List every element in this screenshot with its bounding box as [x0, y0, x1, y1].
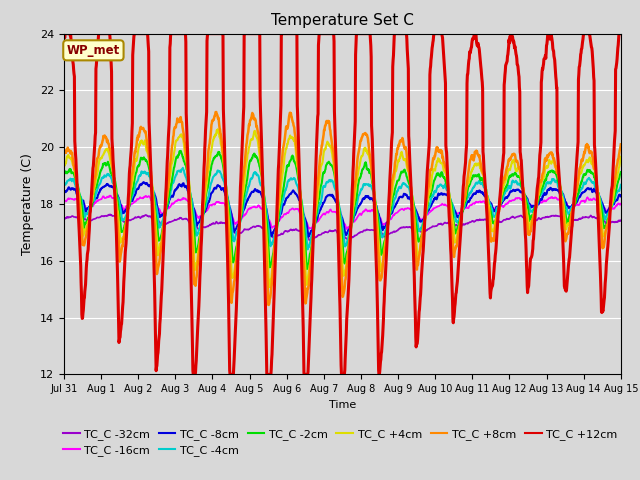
- TC_C -8cm: [140, 180, 148, 185]
- TC_C -16cm: [60, 199, 68, 205]
- TC_C -32cm: [60, 215, 68, 221]
- TC_C -32cm: [103, 213, 111, 218]
- TC_C -8cm: [319, 202, 326, 208]
- TC_C -32cm: [307, 238, 314, 243]
- TC_C -2cm: [303, 266, 311, 272]
- TC_C +4cm: [265, 284, 273, 290]
- TC_C +8cm: [212, 109, 220, 115]
- Line: TC_C -4cm: TC_C -4cm: [64, 168, 621, 250]
- TC_C +4cm: [308, 241, 316, 247]
- Line: TC_C +4cm: TC_C +4cm: [64, 129, 621, 287]
- Y-axis label: Temperature (C): Temperature (C): [22, 153, 35, 255]
- Text: WP_met: WP_met: [67, 44, 120, 57]
- TC_C +8cm: [103, 139, 111, 145]
- TC_C +12cm: [61, 31, 69, 36]
- TC_C +8cm: [60, 149, 68, 155]
- Line: TC_C -16cm: TC_C -16cm: [64, 195, 621, 229]
- Title: Temperature Set C: Temperature Set C: [271, 13, 414, 28]
- TC_C -4cm: [103, 172, 111, 178]
- TC_C -16cm: [617, 201, 625, 206]
- TC_C -32cm: [297, 228, 305, 234]
- TC_C -8cm: [126, 202, 134, 207]
- TC_C -2cm: [297, 192, 305, 198]
- TC_C -8cm: [103, 182, 111, 188]
- TC_C -16cm: [297, 211, 305, 216]
- TC_C +8cm: [319, 138, 326, 144]
- TC_C -2cm: [60, 171, 68, 177]
- TC_C -2cm: [308, 237, 316, 243]
- TC_C +8cm: [297, 207, 305, 213]
- TC_C -2cm: [126, 201, 134, 207]
- TC_C +8cm: [617, 142, 625, 147]
- TC_C +12cm: [319, 31, 326, 36]
- TC_C -4cm: [297, 194, 305, 200]
- TC_C +4cm: [126, 197, 134, 203]
- TC_C -8cm: [378, 222, 385, 228]
- TC_C +4cm: [378, 265, 385, 271]
- TC_C -4cm: [617, 182, 625, 188]
- TC_C +12cm: [104, 31, 111, 36]
- TC_C -2cm: [103, 162, 111, 168]
- TC_C +12cm: [60, 31, 68, 37]
- TC_C -32cm: [308, 236, 316, 242]
- Line: TC_C +8cm: TC_C +8cm: [64, 112, 621, 305]
- TC_C -8cm: [297, 200, 305, 206]
- TC_C -16cm: [106, 192, 114, 198]
- TC_C +8cm: [378, 275, 385, 280]
- TC_C -2cm: [378, 251, 385, 257]
- TC_C +4cm: [617, 154, 625, 159]
- Line: TC_C -2cm: TC_C -2cm: [64, 151, 621, 269]
- TC_C -8cm: [305, 234, 312, 240]
- TC_C +4cm: [60, 161, 68, 167]
- TC_C -4cm: [378, 234, 385, 240]
- TC_C +8cm: [308, 242, 316, 248]
- TC_C +8cm: [126, 189, 134, 195]
- TC_C -32cm: [617, 217, 625, 223]
- TC_C -32cm: [126, 217, 134, 223]
- TC_C +4cm: [319, 159, 326, 165]
- Line: TC_C -32cm: TC_C -32cm: [64, 215, 621, 240]
- TC_C -2cm: [319, 175, 326, 181]
- TC_C -32cm: [319, 230, 326, 236]
- TC_C +12cm: [297, 231, 305, 237]
- TC_C -2cm: [177, 148, 184, 154]
- TC_C +12cm: [308, 256, 316, 262]
- TC_C -4cm: [60, 182, 68, 188]
- TC_C +12cm: [378, 349, 385, 355]
- TC_C -8cm: [617, 193, 625, 199]
- TC_C +4cm: [103, 146, 111, 152]
- TC_C -16cm: [378, 219, 385, 225]
- TC_C -8cm: [308, 226, 316, 232]
- TC_C -4cm: [308, 229, 316, 235]
- TC_C +4cm: [297, 197, 305, 203]
- TC_C -4cm: [319, 189, 326, 194]
- Line: TC_C -8cm: TC_C -8cm: [64, 182, 621, 237]
- TC_C +8cm: [265, 302, 273, 308]
- TC_C -16cm: [318, 212, 326, 218]
- TC_C -16cm: [126, 202, 134, 208]
- TC_C -4cm: [179, 165, 187, 171]
- TC_C -16cm: [308, 224, 316, 230]
- Legend: TC_C -32cm, TC_C -16cm, TC_C -8cm, TC_C -4cm, TC_C -2cm, TC_C +4cm, TC_C +8cm, T: TC_C -32cm, TC_C -16cm, TC_C -8cm, TC_C …: [58, 424, 622, 460]
- TC_C -2cm: [617, 169, 625, 175]
- TC_C -16cm: [343, 226, 351, 232]
- TC_C +12cm: [126, 163, 134, 168]
- TC_C -32cm: [378, 230, 385, 236]
- TC_C -8cm: [60, 187, 68, 193]
- TC_C -4cm: [304, 247, 312, 252]
- X-axis label: Time: Time: [329, 400, 356, 409]
- TC_C +12cm: [189, 372, 197, 377]
- TC_C +12cm: [617, 31, 625, 36]
- Line: TC_C +12cm: TC_C +12cm: [64, 34, 621, 374]
- TC_C -32cm: [106, 212, 114, 217]
- TC_C -4cm: [126, 200, 134, 206]
- TC_C -16cm: [103, 194, 111, 200]
- TC_C +4cm: [214, 126, 221, 132]
